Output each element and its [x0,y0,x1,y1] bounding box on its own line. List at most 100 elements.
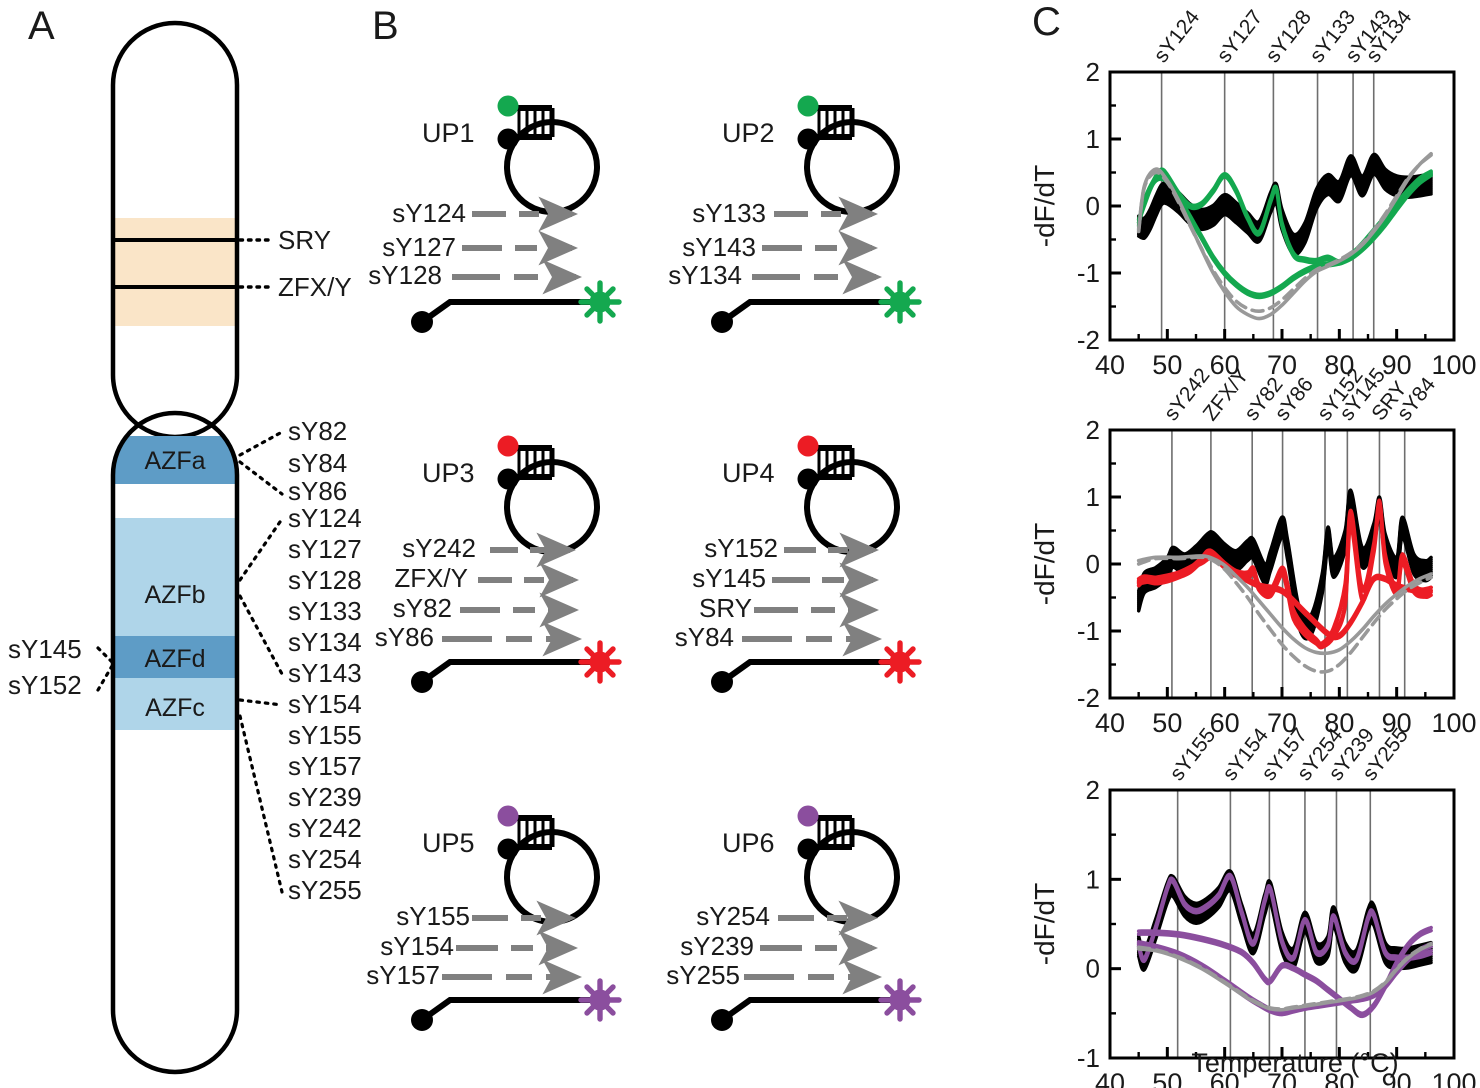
probe-label-up6: UP6 [722,828,775,858]
xtick-label: 50 [1152,1068,1182,1088]
xtick-label: 90 [1382,1068,1412,1088]
band-label-azfc: AZFc [145,694,205,722]
label-sy128: sY128 [288,565,362,595]
targets-up1: sY124 sY127 sY128 [368,196,583,295]
ideogram-lower-arm-outline [110,410,240,1075]
hairpin-up4 [797,435,900,555]
label-sy254: sY254 [288,844,362,874]
target-label-up1-0: sY124 [392,198,466,228]
ytick-label: 0 [1086,954,1100,984]
target-label-up4-1: sY145 [692,563,766,593]
xtick-label: 70 [1267,350,1297,380]
label-sy145: sY145 [8,634,82,664]
trace-positive-sample-band [1136,172,1433,257]
target-label-up6-0: sY254 [696,901,770,931]
label-sy155: sY155 [288,720,362,750]
xtick-label: 60 [1210,1068,1240,1088]
ytick-label: 2 [1086,415,1100,445]
label-sy152: sY152 [8,670,82,700]
amplicon-up3 [411,640,622,693]
target-label-up3-1: ZFX/Y [394,563,468,593]
ytick-label: -2 [1077,683,1100,713]
quencher-dot-up4 [797,468,819,490]
trace-group [1136,488,1433,674]
label-sy255: sY255 [288,875,362,905]
trace-blank-gray-dashed [1136,555,1433,674]
panel-a-leader-lines [238,430,284,894]
probe-label-up5: UP5 [422,828,475,858]
label-sy133: sY133 [288,596,362,626]
band-label-azfa: AZFa [144,447,205,475]
target-label-up5-1: sY154 [380,931,454,961]
trace-group [1136,869,1433,1019]
target-label-up1-2: sY128 [368,260,442,290]
ytick-label: -1 [1077,1043,1100,1073]
quencher-dot-up1 [497,128,519,150]
xtick-label: 80 [1324,708,1354,738]
label-sy82: sY82 [288,416,347,446]
trace-red-smooth [1136,553,1433,638]
ytick-label: 2 [1086,57,1100,87]
target-label-up2-0: sY133 [692,198,766,228]
panel-b-probes: UP1 sY124 sY127 sY128 [366,95,922,1031]
xtick-label: 100 [1431,708,1476,738]
xtick-label: 100 [1431,350,1476,380]
axis-label-dfdt: -dF/dT [1029,523,1060,605]
ytick-label: 0 [1086,191,1100,221]
amplicon-end-dot-up6 [711,1009,733,1031]
ytick-label: 2 [1086,775,1100,805]
axis-label-temperature: Temperature (°C) [1191,1048,1398,1078]
band-azfb [113,518,237,636]
xtick-label: 80 [1324,1068,1354,1088]
target-label-up3-2: sY82 [393,593,452,623]
marker-label-sY128: sY128 [1261,6,1316,67]
quencher-dot-up6 [797,838,819,860]
ytick-label: 1 [1086,124,1100,154]
ytick-label: -1 [1077,258,1100,288]
probe-label-up2: UP2 [722,118,775,148]
trace-purple-trace-1 [1136,875,1433,966]
label-sy127: sY127 [288,534,362,564]
target-label-up5-2: sY157 [366,960,440,990]
panel-letter-b: B [372,4,399,48]
label-sy143: sY143 [288,658,362,688]
panel-letter-c: C [1032,0,1061,44]
xtick-label: 60 [1210,350,1240,380]
target-label-up4-0: sY152 [704,533,778,563]
target-label-up6-2: sY255 [666,960,740,990]
target-label-up3-3: sY86 [375,622,434,652]
target-label-up4-3: sY84 [675,622,734,652]
xtick-label: 70 [1267,708,1297,738]
axis-label-dfdt: -dF/dT [1029,883,1060,965]
label-sy86: sY86 [288,476,347,506]
xtick-label: 80 [1324,350,1354,380]
trace-red-smooth [1136,556,1433,641]
label-sy157: sY157 [288,751,362,781]
hairpin-up3 [497,435,600,555]
ytick-label: 0 [1086,549,1100,579]
panel-a-right-labels: sY82 sY84 sY86 sY124 sY127 sY128 sY133 s… [288,416,362,905]
probe-up3: UP3 sY242 ZFX/Y sY82 sY86 [375,435,622,693]
probe-up2: UP2 sY133 sY143 sY134 [668,95,922,333]
melt-chart-red: sY242ZFX/YsY82sY86sY152sY145SRYsY84-2-10… [1029,364,1477,738]
target-label-up1-1: sY127 [382,232,456,262]
quencher-dot-up3 [497,468,519,490]
ytick-label: -1 [1077,616,1100,646]
targets-up6: sY254 sY239 sY255 [666,900,883,995]
marker-label-sY124: sY124 [1149,6,1204,67]
targets-up3: sY242 ZFX/Y sY82 sY86 [375,532,583,657]
hairpin-up2 [797,95,900,215]
trace-positive-sample-band [1136,889,1433,974]
band-azfa [113,436,237,484]
targets-up2: sY133 sY143 sY134 [668,196,883,295]
probe-up1: UP1 sY124 sY127 sY128 [368,95,622,333]
label-zfxy: ZFX/Y [278,272,352,302]
probe-label-up1: UP1 [422,118,475,148]
probe-label-up3: UP3 [422,458,475,488]
ytick-label: 1 [1086,864,1100,894]
quencher-dot-up5 [497,838,519,860]
xtick-label: 90 [1382,708,1412,738]
label-sy134: sY134 [288,627,362,657]
